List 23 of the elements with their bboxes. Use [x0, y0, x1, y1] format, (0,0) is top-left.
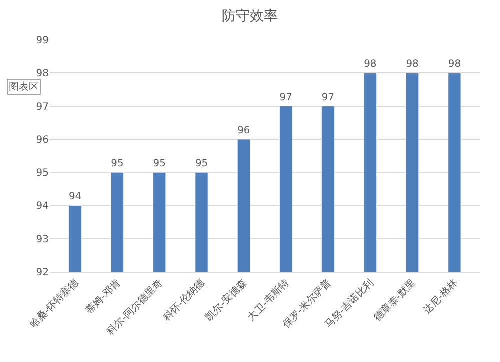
- y-tick-label: 98: [36, 68, 49, 80]
- x-tick-label: 蒂姆-邓肯: [84, 277, 124, 316]
- data-label: 97: [280, 92, 292, 104]
- y-tick-label: 94: [36, 201, 49, 212]
- data-label: 98: [364, 59, 377, 70]
- data-label: 98: [406, 59, 419, 70]
- chart-title: 防守效率: [222, 8, 278, 25]
- data-label: 98: [448, 59, 462, 70]
- data-label: 95: [111, 158, 124, 170]
- y-tick-label: 97: [36, 102, 49, 113]
- x-tick-label: 达尼-格林: [421, 277, 460, 316]
- y-tick-label: 93: [36, 234, 49, 246]
- y-tick-label: 92: [36, 268, 49, 278]
- y-tick-label: 99: [36, 36, 49, 46]
- data-label: 96: [238, 125, 250, 136]
- data-label: 97: [322, 92, 335, 104]
- text: 图表区: [9, 81, 39, 93]
- y-tick-label: 95: [36, 168, 49, 180]
- x-tick-label: 哈桑-怀特塞德: [27, 277, 81, 331]
- data-label: 95: [195, 158, 208, 170]
- data-label: 95: [153, 158, 166, 170]
- data-label: 94: [68, 192, 82, 203]
- y-tick-label: 96: [36, 134, 49, 146]
